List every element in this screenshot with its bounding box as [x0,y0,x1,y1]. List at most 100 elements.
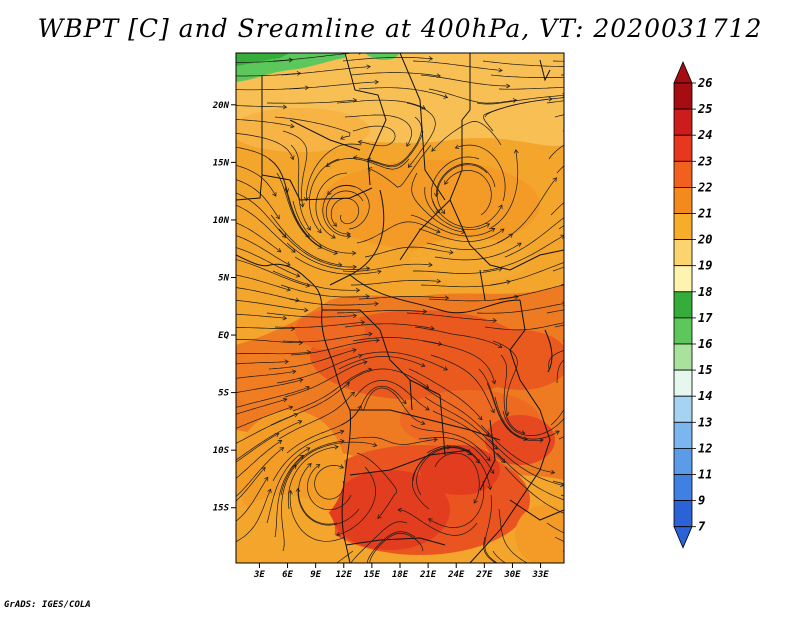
streamline-arrow [499,228,505,233]
streamline [573,176,658,201]
streamline-arrow [473,499,478,504]
streamline-arrow [454,144,460,150]
streamline-arrow [290,123,295,129]
streamline [236,313,287,319]
streamline [236,488,272,543]
streamline-arrow [560,234,564,239]
streamline [367,144,432,188]
streamline [484,322,564,331]
streamline-arrow [623,344,627,348]
streamline [236,327,295,330]
streamline [298,463,338,525]
streamline-arrow [640,315,643,319]
streamline-arrow [274,432,280,438]
streamline [420,74,510,87]
streamline [500,354,525,434]
streamline [483,98,553,132]
colorbar-segment [673,108,693,136]
streamline [434,242,522,261]
streamline-arrow [433,437,438,443]
streamline-arrow [340,438,345,444]
temperature-field [236,53,564,563]
streamline [236,433,279,463]
streamline [274,116,351,140]
streamline [236,406,293,429]
streamline [412,60,503,71]
streamline [268,349,357,370]
streamline [236,413,298,444]
streamline-arrow [334,444,339,450]
lat-label: 10S [213,446,230,456]
streamline [575,246,664,257]
streamline-arrow [406,142,411,147]
streamline [290,144,311,231]
colorbar: 26 25 24 23 22 21 20 19 18 17 16 15 14 13 12 11 9 7 [673,60,713,549]
streamline-arrow [367,167,373,172]
streamline-arrow [629,544,633,548]
streamline [236,420,302,461]
streamline-arrow [569,585,573,589]
streamline-arrow [382,589,386,593]
streamline [418,437,495,474]
streamline-arrow [660,244,664,248]
streamline [413,268,503,274]
streamline [432,410,506,463]
colorbar-bottom-arrow [673,526,693,549]
streamline [272,430,344,482]
streamline [289,490,346,542]
streamline-arrow [575,207,579,211]
streamline-arrow [272,192,277,197]
streamline [504,466,564,514]
streamline-arrow [340,135,345,140]
streamline-arrow [436,278,442,284]
lat-label: 15S [213,504,230,514]
streamline-arrow [288,405,294,411]
streamline [288,298,379,306]
streamline-arrow [366,64,371,70]
lat-label: 20N [212,101,230,111]
streamline-arrow [277,440,283,445]
streamline [266,312,357,318]
streamline [428,296,519,302]
streamline-arrow [291,369,297,375]
streamline-arrow [446,444,452,450]
streamline [416,382,490,436]
streamline [236,379,303,394]
streamline-arrow [374,301,379,307]
streamline [480,424,555,474]
colorbar-label: 20 [697,233,712,247]
streamline [236,287,300,302]
streamline-arrow [346,231,351,237]
streamline [496,177,557,244]
streamline-arrow [282,397,288,403]
country-borders [236,53,564,563]
streamline [552,480,564,485]
streamline [292,368,372,412]
streamline [236,467,266,502]
streamline [307,464,352,511]
streamline [309,158,340,233]
streamline [287,446,339,510]
streamline [236,370,296,379]
colorbar-label: 21 [697,207,712,221]
colorbar-segment [673,369,693,397]
streamline-arrow [637,252,641,256]
colorbar-label: 19 [698,259,712,273]
streamline-arrow [660,453,664,457]
streamline [435,163,496,197]
colorbar-segment [673,421,693,449]
streamline [569,293,658,299]
streamline-arrow [397,507,402,513]
streamline [236,105,287,108]
colorbar-segment [673,395,693,423]
streamline-arrow [297,420,303,425]
streamline [575,454,664,467]
streamline [336,99,426,110]
streamline [482,60,564,67]
streamline-arrow [299,203,305,208]
streamline-arrow [475,459,480,464]
streamline-arrow [420,362,426,368]
streamline [562,130,564,132]
streamline [406,102,436,168]
